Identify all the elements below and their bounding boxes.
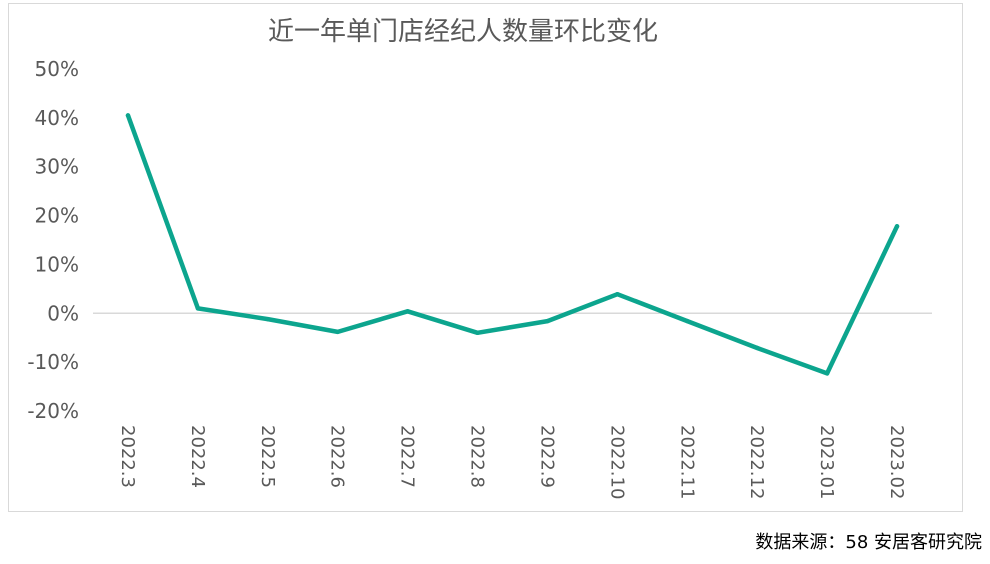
data-point <box>195 306 201 311</box>
x-tick-label: 2022.3 <box>117 425 138 488</box>
data-point <box>125 113 131 118</box>
y-tick-label: 40% <box>35 106 79 130</box>
x-tick-label: 2022.5 <box>257 425 278 488</box>
source-note: 数据来源：58 安居客研究院 <box>755 532 982 553</box>
x-tick-label: 2022.6 <box>327 425 348 488</box>
data-point <box>824 371 830 376</box>
y-tick-label: 10% <box>35 252 79 276</box>
y-tick-label: 30% <box>35 155 79 179</box>
data-point <box>475 330 480 336</box>
data-point <box>405 309 410 314</box>
data-point <box>615 292 620 297</box>
x-tick-label: 2023.02 <box>886 425 907 499</box>
x-tick-label: 2022.7 <box>397 425 418 488</box>
x-tick-label: 2022.8 <box>467 425 488 488</box>
data-point <box>685 318 690 324</box>
y-tick-label: -10% <box>27 350 79 374</box>
x-tick-label: 2022.11 <box>676 425 697 499</box>
x-tick-label: 2022.9 <box>536 425 557 488</box>
x-tick-label: 2022.12 <box>746 425 767 499</box>
x-tick-label: 2022.10 <box>606 425 627 499</box>
x-tick-label: 2023.01 <box>816 425 837 499</box>
data-point <box>335 329 340 335</box>
x-axis: 2022.3 2022.4 2022.5 2022.6 2022.7 2022.8 2022… <box>117 425 907 499</box>
y-tick-label: -20% <box>27 399 79 423</box>
chart-frame <box>8 3 963 512</box>
data-point <box>755 345 760 351</box>
y-tick-label: 50% <box>35 57 79 81</box>
data-point <box>545 318 550 324</box>
data-point <box>894 224 900 229</box>
x-tick-label: 2022.4 <box>187 425 208 488</box>
chart-title: 近一年单门店经纪人数量环比变化 <box>268 17 658 47</box>
y-axis: 50% 40% 30% 20% 10% 0% -10% -20% <box>27 57 79 423</box>
data-point <box>265 316 270 322</box>
y-tick-label: 0% <box>47 301 79 325</box>
y-tick-label: 20% <box>35 204 79 228</box>
data-points <box>125 113 900 376</box>
series-line <box>125 113 900 376</box>
